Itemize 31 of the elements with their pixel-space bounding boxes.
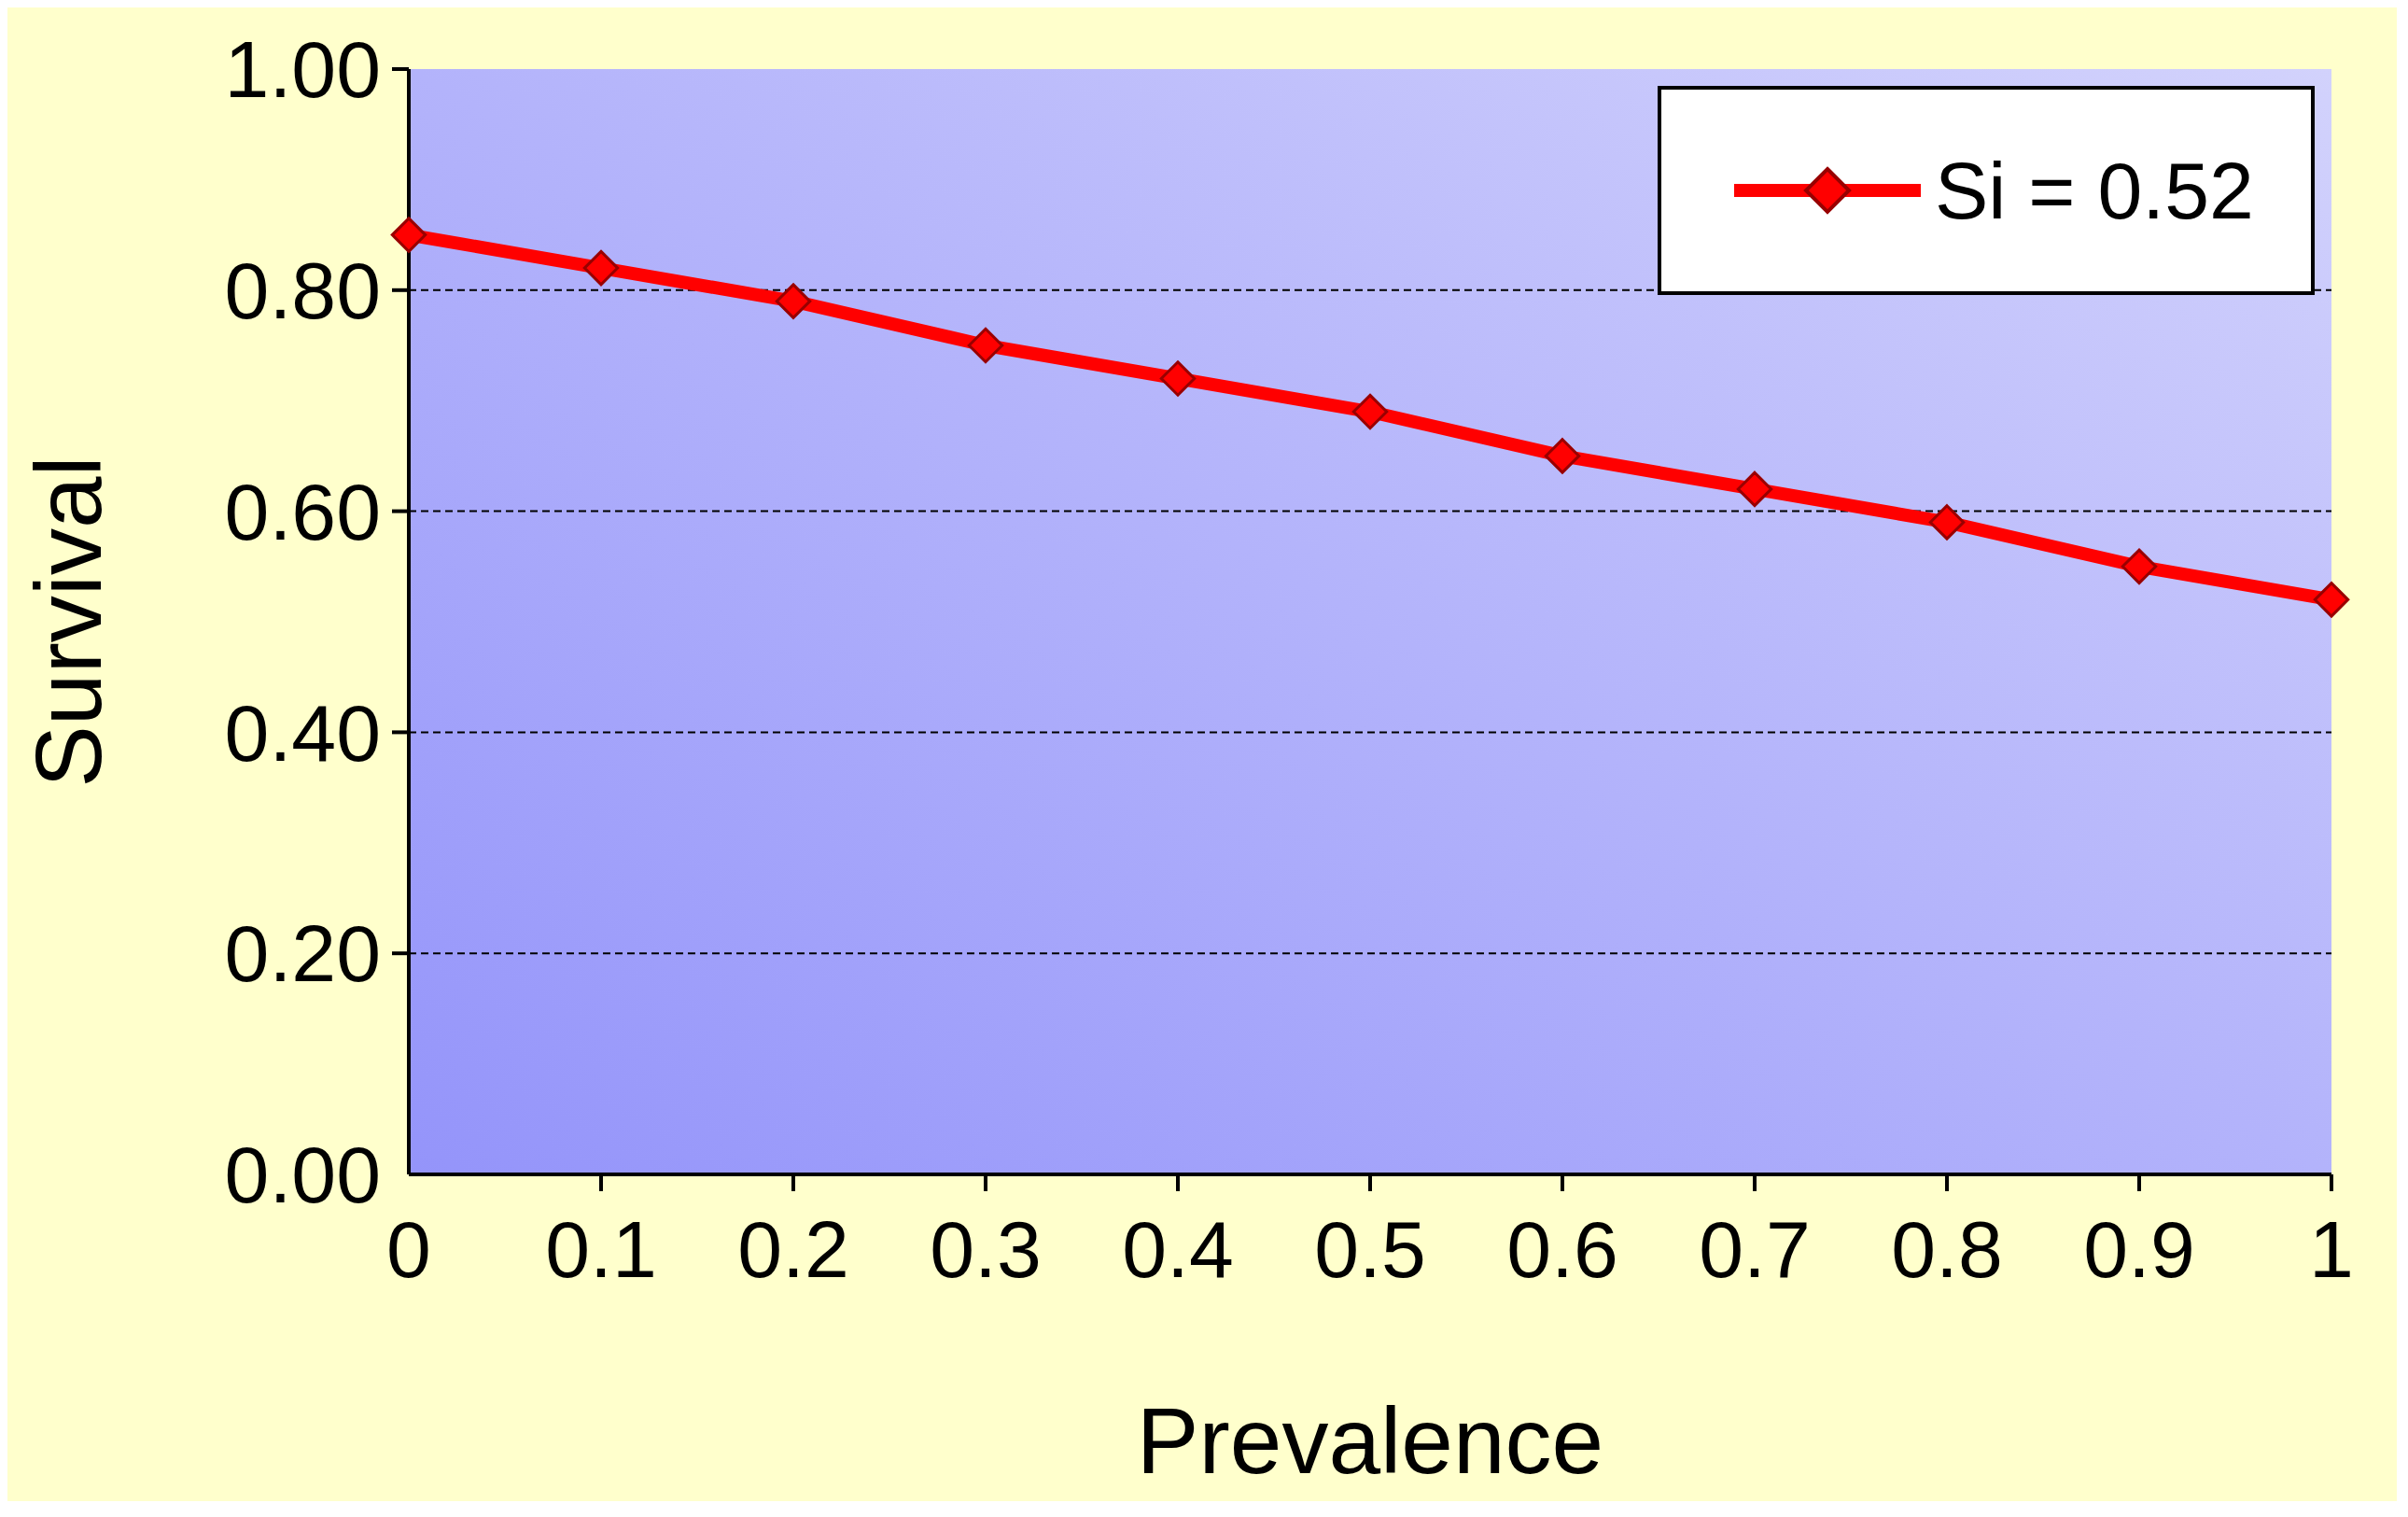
point	[1736, 471, 1773, 508]
point	[775, 283, 812, 319]
point	[582, 249, 620, 287]
x-tick-label: 0.5	[1314, 1204, 1426, 1294]
x-tick-label: 0.4	[1122, 1204, 1234, 1294]
point	[967, 327, 1004, 364]
point	[1351, 393, 1389, 430]
x-tick-label: 1	[2309, 1204, 2354, 1294]
x-tick-label: 0.8	[1891, 1204, 2003, 1294]
y-tick-label: 0.00	[224, 1130, 381, 1220]
y-tick-label: 0.60	[224, 466, 381, 556]
y-tick-label: 0.80	[224, 245, 381, 335]
x-tick-label: 0.6	[1506, 1204, 1618, 1294]
point	[1544, 438, 1581, 474]
x-tick-label: 0.2	[737, 1204, 849, 1294]
y-tick-label: 0.40	[224, 687, 381, 778]
point	[390, 217, 427, 253]
x-tick-label: 0	[386, 1204, 431, 1294]
y-tick-label: 0.20	[224, 908, 381, 999]
x-axis-title: Prevalence	[1136, 1388, 1604, 1493]
point	[2121, 548, 2158, 585]
point	[2313, 582, 2350, 618]
y-axis-title: Survival	[16, 456, 120, 788]
legend-label: Si = 0.52	[1935, 146, 2254, 236]
x-tick-label: 0.9	[2083, 1204, 2195, 1294]
point	[1928, 504, 1966, 541]
y-tick-label: 1.00	[224, 24, 381, 115]
x-tick-label: 0.7	[1699, 1204, 1811, 1294]
point	[1159, 360, 1197, 397]
x-tick-label: 0.1	[545, 1204, 657, 1294]
x-tick-label: 0.3	[930, 1204, 1042, 1294]
